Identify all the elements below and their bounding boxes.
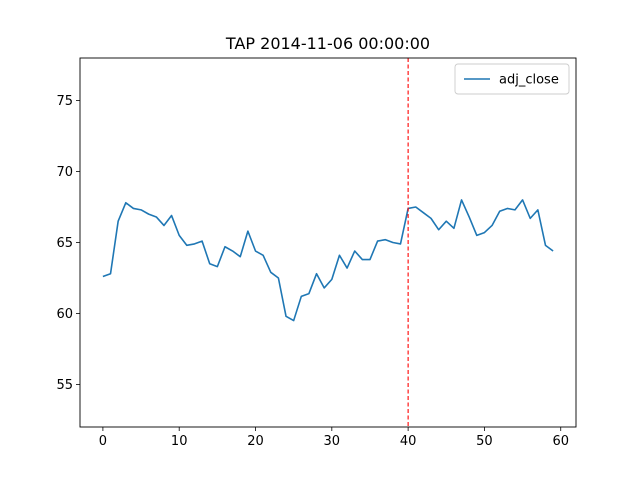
y-tick-label: 55	[56, 378, 73, 393]
chart-title: TAP 2014-11-06 00:00:00	[225, 34, 430, 53]
y-tick-label: 70	[56, 165, 73, 180]
x-tick-label: 40	[400, 434, 417, 449]
axes-frame	[79, 57, 577, 428]
series-line-adj_close	[102, 199, 554, 322]
legend-label: adj_close	[499, 73, 559, 88]
x-tick-label: 60	[552, 434, 569, 449]
x-tick-label: 10	[171, 434, 188, 449]
y-tick-label: 60	[56, 307, 73, 322]
x-tick-label: 20	[247, 434, 264, 449]
legend-box	[454, 63, 570, 95]
x-tick-label: 50	[476, 434, 493, 449]
x-tick-label: 0	[99, 434, 107, 449]
plot-area: 0 10 20 30 40 50 60 55 60 65 70 75 adj_close	[56, 57, 577, 449]
x-tick-label: 30	[324, 434, 341, 449]
y-tick-label: 75	[56, 94, 73, 109]
y-tick-label: 65	[56, 236, 73, 251]
